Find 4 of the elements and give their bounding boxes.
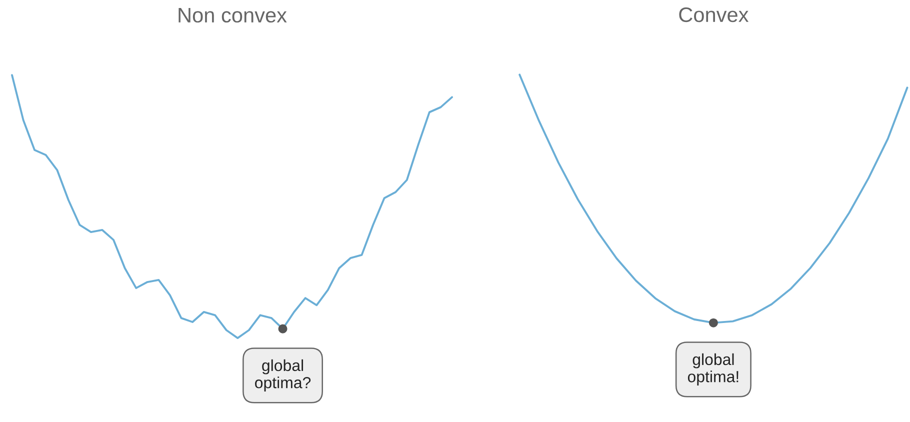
chart-title: Convex xyxy=(679,7,749,22)
chart-title: Non convex xyxy=(178,8,287,23)
annotation: global optima? xyxy=(255,359,311,392)
annotation: global optima! xyxy=(688,353,738,386)
